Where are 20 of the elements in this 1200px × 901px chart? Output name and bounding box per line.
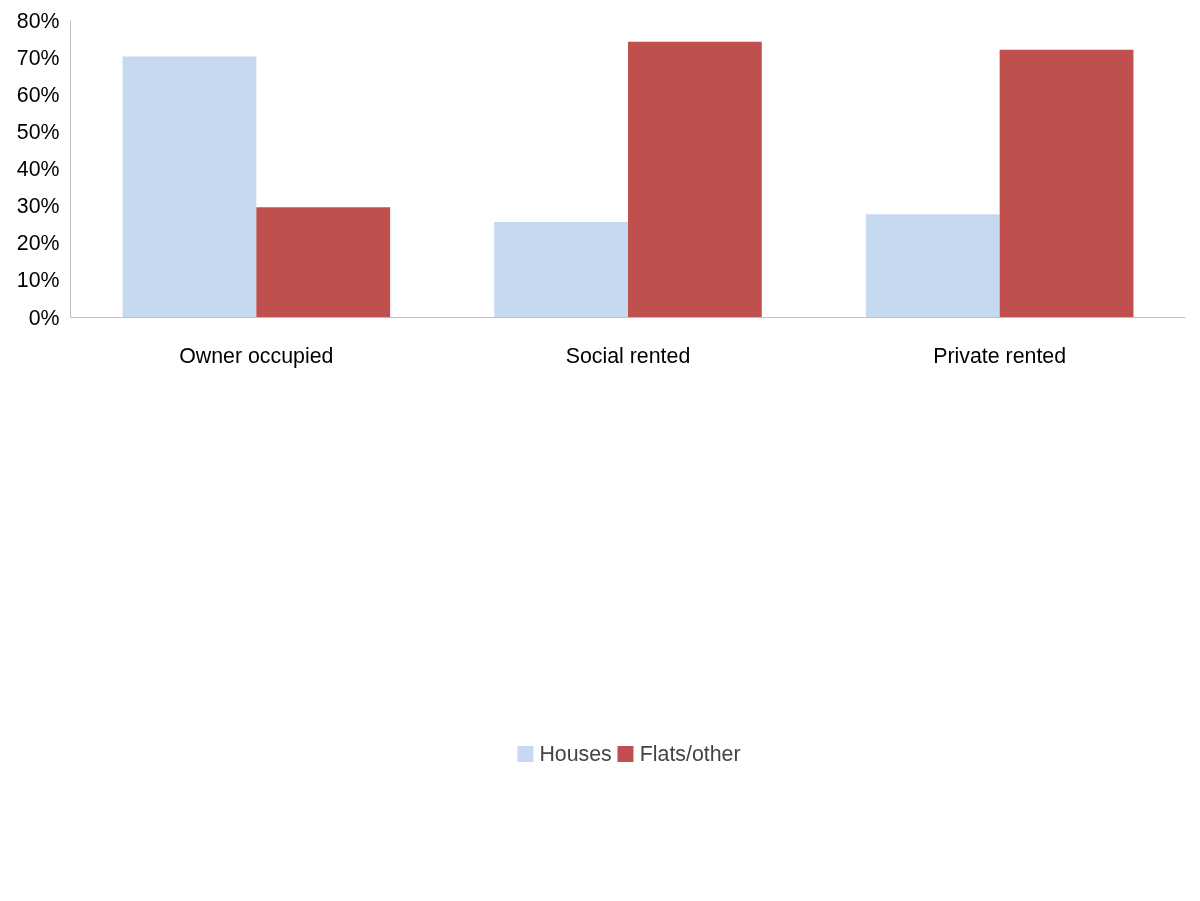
y-tick-label: 30% — [16, 194, 60, 219]
y-tick-label: 20% — [16, 231, 60, 256]
bar — [628, 41, 762, 318]
legend-label: Houses — [539, 741, 612, 767]
y-tick-label: 80% — [16, 8, 60, 33]
x-tick-label: Private rented — [933, 343, 1067, 368]
bar — [256, 207, 391, 318]
y-tick-label: 50% — [16, 119, 60, 144]
bar — [999, 49, 1134, 318]
y-tick-label: 10% — [16, 268, 60, 293]
y-tick-label: 60% — [16, 82, 60, 107]
legend-label: Flats/other — [639, 741, 741, 767]
bar — [865, 214, 1000, 318]
y-tick-label: 40% — [16, 157, 60, 181]
x-tick-label: Social rented — [565, 343, 691, 368]
y-tick-label: 0% — [28, 305, 60, 330]
x-tick-label: Owner occupied — [179, 343, 334, 368]
bar — [122, 56, 257, 318]
y-tick-label: 70% — [16, 45, 60, 70]
bar — [494, 222, 628, 318]
